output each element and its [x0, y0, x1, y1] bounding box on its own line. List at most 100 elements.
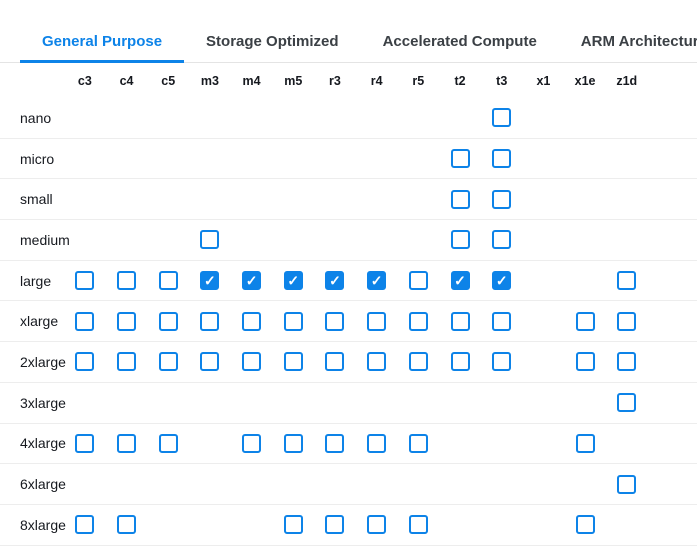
checkbox-4xlarge-m4[interactable]: [242, 433, 262, 453]
cell-4xlarge-m4: [231, 424, 273, 464]
checkbox-4xlarge-m5[interactable]: [283, 433, 303, 453]
checkbox-8xlarge-x1e[interactable]: [575, 515, 595, 535]
row-nano: nano: [0, 98, 697, 139]
checkbox-large-m4[interactable]: ✓: [242, 271, 262, 291]
checkbox-xlarge-c4[interactable]: [117, 311, 137, 331]
checkbox-8xlarge-r5[interactable]: [408, 515, 428, 535]
checkbox-nano-t3[interactable]: [492, 108, 512, 128]
cell-large-r3: ✓: [314, 261, 356, 301]
tab-bar: General Purpose Storage Optimized Accelera…: [0, 20, 697, 63]
checkbox-small-t2[interactable]: [450, 189, 470, 209]
checkbox-8xlarge-c3[interactable]: [75, 515, 95, 535]
cell-micro-r4: [356, 139, 398, 179]
checkbox-2xlarge-r5[interactable]: [408, 352, 428, 372]
checkbox-4xlarge-c4[interactable]: [117, 433, 137, 453]
checkbox-xlarge-r4[interactable]: [367, 311, 387, 331]
checkbox-xlarge-m4[interactable]: [242, 311, 262, 331]
cell-large-x1e: [564, 261, 606, 301]
checkbox-8xlarge-m5[interactable]: [283, 515, 303, 535]
checkbox-large-r4[interactable]: ✓: [367, 271, 387, 291]
checkbox-xlarge-z1d[interactable]: [617, 311, 637, 331]
checkbox-xlarge-r3[interactable]: [325, 311, 345, 331]
checkbox-3xlarge-z1d[interactable]: [617, 393, 637, 413]
cell-3xlarge-c3: [64, 383, 106, 423]
cell-large-c5: [147, 261, 189, 301]
checkbox-large-r3[interactable]: ✓: [325, 271, 345, 291]
checkbox-2xlarge-x1e[interactable]: [575, 352, 595, 372]
cell-nano-m5: [272, 98, 314, 138]
checkbox-2xlarge-z1d[interactable]: [617, 352, 637, 372]
checkbox-8xlarge-r4[interactable]: [367, 515, 387, 535]
checkbox-2xlarge-c3[interactable]: [75, 352, 95, 372]
checkbox-large-m5[interactable]: ✓: [283, 271, 303, 291]
cell-nano-x1e: [564, 98, 606, 138]
checkbox-large-r5[interactable]: [408, 271, 428, 291]
checkbox-xlarge-m3[interactable]: [200, 311, 220, 331]
checkbox-large-t2[interactable]: ✓: [450, 271, 470, 291]
checkbox-4xlarge-c3[interactable]: [75, 433, 95, 453]
checkbox-xlarge-m5[interactable]: [283, 311, 303, 331]
tab-storage-optimized[interactable]: Storage Optimized: [206, 32, 339, 50]
column-header-z1d: z1d: [616, 73, 638, 88]
cell-2xlarge-r3: [314, 342, 356, 382]
cell-xlarge-x1e: [564, 301, 606, 341]
checkbox-large-c4[interactable]: [117, 271, 137, 291]
checkbox-small-t3[interactable]: [492, 189, 512, 209]
cell-8xlarge-x1: [523, 505, 565, 545]
checkbox-medium-t2[interactable]: [450, 230, 470, 250]
checkbox-xlarge-c5[interactable]: [158, 311, 178, 331]
tab-arm-architecture[interactable]: ARM Architecture: [580, 32, 697, 50]
checkbox-xlarge-t2[interactable]: [450, 311, 470, 331]
checkbox-6xlarge-z1d[interactable]: [617, 474, 637, 494]
checkbox-2xlarge-r3[interactable]: [325, 352, 345, 372]
checkbox-2xlarge-m5[interactable]: [283, 352, 303, 372]
checkbox-large-z1d[interactable]: [617, 271, 637, 291]
checkbox-2xlarge-c5[interactable]: [158, 352, 178, 372]
checkbox-2xlarge-c4[interactable]: [117, 352, 137, 372]
checkbox-micro-t2[interactable]: [450, 149, 470, 169]
checkbox-4xlarge-x1e[interactable]: [575, 433, 595, 453]
checkbox-micro-t3[interactable]: [492, 149, 512, 169]
cell-3xlarge-r5: [398, 383, 440, 423]
checkbox-xlarge-c3[interactable]: [75, 311, 95, 331]
cell-8xlarge-t2: [439, 505, 481, 545]
checkbox-8xlarge-c4[interactable]: [117, 515, 137, 535]
checkbox-4xlarge-r3[interactable]: [325, 433, 345, 453]
checkbox-xlarge-x1e[interactable]: [575, 311, 595, 331]
checkbox-2xlarge-m4[interactable]: [242, 352, 262, 372]
checkbox-xlarge-t3[interactable]: [492, 311, 512, 331]
row-label-large: large: [20, 272, 52, 289]
cell-3xlarge-c4: [106, 383, 148, 423]
grid-header: c3 c4 c5 m3 m4 m5 r3 r4 r5 t2 t3 x1 x1e z1d: [0, 63, 697, 98]
cell-medium-z1d: [606, 220, 648, 260]
checkbox-medium-t3[interactable]: [492, 230, 512, 250]
checkbox-large-m3[interactable]: ✓: [200, 271, 220, 291]
tab-general-purpose[interactable]: General Purpose: [20, 20, 185, 63]
cell-8xlarge-c3: [64, 505, 106, 545]
checkbox-4xlarge-r4[interactable]: [367, 433, 387, 453]
checkbox-medium-m3[interactable]: [200, 230, 220, 250]
checkbox-large-t3[interactable]: ✓: [492, 271, 512, 291]
cell-medium-m3: [189, 220, 231, 260]
checkbox-2xlarge-t3[interactable]: [492, 352, 512, 372]
checkbox-4xlarge-r5[interactable]: [408, 433, 428, 453]
cell-xlarge-m4: [231, 301, 273, 341]
checkbox-2xlarge-t2[interactable]: [450, 352, 470, 372]
checkbox-large-c3[interactable]: [75, 271, 95, 291]
checkbox-xlarge-r5[interactable]: [408, 311, 428, 331]
cell-large-r5: [398, 261, 440, 301]
row-label-6xlarge: 6xlarge: [20, 476, 66, 493]
row-label-2xlarge: 2xlarge: [20, 353, 66, 370]
checkbox-8xlarge-r3[interactable]: [325, 515, 345, 535]
cell-xlarge-m5: [272, 301, 314, 341]
checkbox-2xlarge-r4[interactable]: [367, 352, 387, 372]
cell-xlarge-x1: [523, 301, 565, 341]
checkbox-4xlarge-c5[interactable]: [158, 433, 178, 453]
row-label-nano: nano: [20, 109, 52, 126]
checkbox-2xlarge-m3[interactable]: [200, 352, 220, 372]
cell-small-x1e: [564, 179, 606, 219]
tab-accelerated-compute[interactable]: Accelerated Compute: [382, 32, 537, 50]
cell-medium-r4: [356, 220, 398, 260]
cell-micro-x1: [523, 139, 565, 179]
checkbox-large-c5[interactable]: [158, 271, 178, 291]
